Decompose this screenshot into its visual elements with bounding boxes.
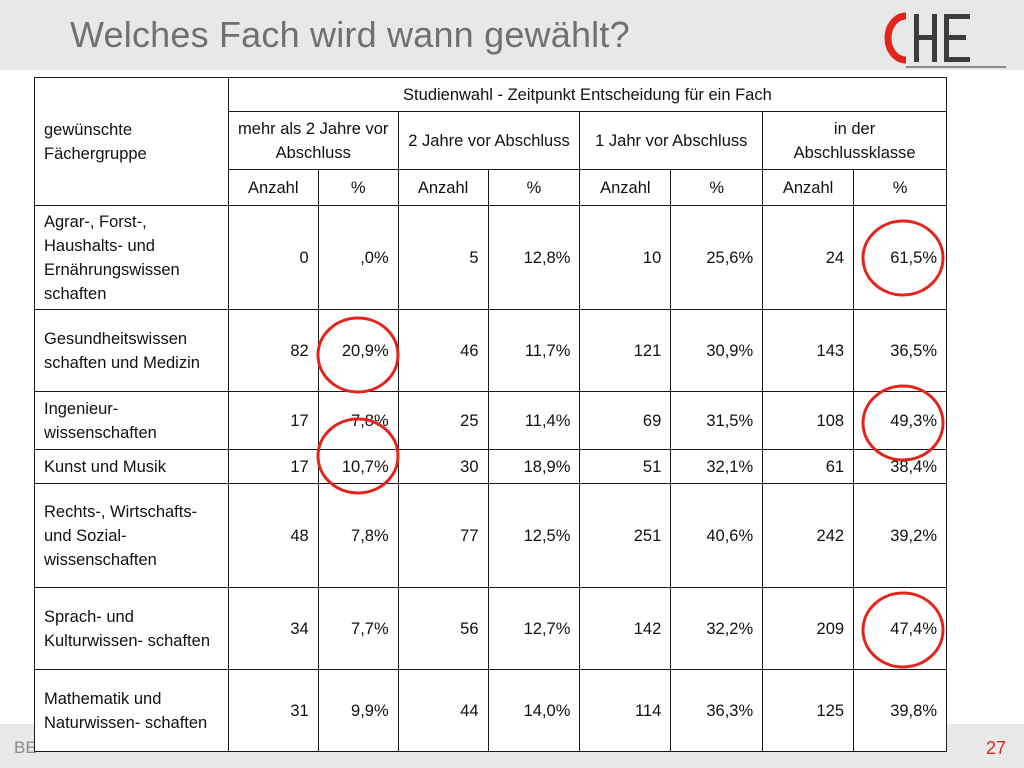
group-header: 2 Jahre vor Abschluss xyxy=(397,111,581,170)
table-cell: 34 xyxy=(227,587,319,670)
data-table: gewünschte Fächergruppe Studienwahl - Ze… xyxy=(34,77,948,752)
sub-header: Anzahl xyxy=(762,169,855,206)
table-cell: 31,5% xyxy=(670,391,764,450)
table-cell: 38,4% xyxy=(853,449,947,484)
row-label: Mathematik und Naturwissen- schaften xyxy=(34,669,229,752)
sub-header: Anzahl xyxy=(579,169,672,206)
sub-header: % xyxy=(853,169,947,206)
table-cell: 61,5% xyxy=(853,205,947,310)
table-cell: 125 xyxy=(762,669,855,752)
group-header-row: mehr als 2 Jahre vor Abschluss 2 Jahre v… xyxy=(35,111,947,170)
che-logo xyxy=(884,12,1006,68)
table-cell: 32,2% xyxy=(670,587,764,670)
row-label: Agrar-, Forst-, Haushalts- und Ernährung… xyxy=(34,205,229,310)
table-cell: 24 xyxy=(762,205,855,310)
row-label: Ingenieur- wissenschaften xyxy=(34,391,229,450)
table-cell: 7,7% xyxy=(317,587,399,670)
sub-header: Anzahl xyxy=(397,169,489,206)
table-cell: 10,7% xyxy=(317,449,399,484)
group-header: mehr als 2 Jahre vor Abschluss xyxy=(227,111,399,170)
table-cell: 77 xyxy=(397,483,489,588)
table-cell: 39,8% xyxy=(853,669,947,752)
page-number: 27 xyxy=(985,738,1006,758)
table-cell: 61 xyxy=(762,449,855,484)
table-cell: 5 xyxy=(397,205,489,310)
row-label: Rechts-, Wirtschafts- und Sozial- wissen… xyxy=(34,483,229,588)
table-row: Rechts-, Wirtschafts- und Sozial- wissen… xyxy=(34,483,947,588)
table-cell: 30 xyxy=(397,449,489,484)
table-cell: 36,3% xyxy=(670,669,764,752)
table-cell: 17 xyxy=(227,449,319,484)
super-header-row: gewünschte Fächergruppe Studienwahl - Ze… xyxy=(34,77,948,206)
super-header: Studienwahl - Zeitpunkt Entscheidung für… xyxy=(227,77,948,112)
sub-header: % xyxy=(670,169,764,206)
table-cell: 36,5% xyxy=(853,309,947,392)
table-cell: 47,4% xyxy=(853,587,947,670)
row-label: Gesundheitswissen schaften und Medizin xyxy=(34,309,229,392)
row-label: Sprach- und Kulturwissen- schaften xyxy=(34,587,229,670)
sub-header: Anzahl xyxy=(227,169,319,206)
table-cell: 40,6% xyxy=(670,483,764,588)
table-row: Kunst und Musik 17 10,7% 30 18,9% 51 32,… xyxy=(34,449,947,484)
table-cell: 69 xyxy=(579,391,672,450)
table-cell: 11,4% xyxy=(487,391,581,450)
table-cell: 30,9% xyxy=(670,309,764,392)
table-cell: 44 xyxy=(397,669,489,752)
sub-header-row: Anzahl % Anzahl % Anzahl % Anzahl % xyxy=(35,169,947,206)
table-cell: 12,8% xyxy=(487,205,581,310)
table-cell: 12,7% xyxy=(487,587,581,670)
table-cell: 143 xyxy=(762,309,855,392)
table-cell: ,0% xyxy=(317,205,399,310)
table-row: Agrar-, Forst-, Haushalts- und Ernährung… xyxy=(34,205,947,310)
table-cell: 251 xyxy=(579,483,672,588)
table-cell: 25,6% xyxy=(670,205,764,310)
table-cell: 32,1% xyxy=(670,449,764,484)
table-cell: 17 xyxy=(227,391,319,450)
table-cell: 46 xyxy=(397,309,489,392)
table-cell: 121 xyxy=(579,309,672,392)
table-cell: 242 xyxy=(762,483,855,588)
table-cell: 11,7% xyxy=(487,309,581,392)
table-row: Sprach- und Kulturwissen- schaften 34 7,… xyxy=(34,587,947,670)
row-label: Kunst und Musik xyxy=(34,449,229,484)
table-row: Mathematik und Naturwissen- schaften 31 … xyxy=(34,669,947,752)
table-cell: 51 xyxy=(579,449,672,484)
table-cell: 48 xyxy=(227,483,319,588)
table-cell: 56 xyxy=(397,587,489,670)
table-cell: 18,9% xyxy=(487,449,581,484)
table-cell: 39,2% xyxy=(853,483,947,588)
table-cell: 114 xyxy=(579,669,672,752)
table-row: Gesundheitswissen schaften und Medizin 8… xyxy=(34,309,947,392)
row-header-label: gewünschte Fächergruppe xyxy=(34,77,229,206)
slide-title: Welches Fach wird wann gewählt? xyxy=(70,14,630,55)
table-cell: 209 xyxy=(762,587,855,670)
table-cell: 0 xyxy=(227,205,319,310)
table-cell: 31 xyxy=(227,669,319,752)
table-cell: 142 xyxy=(579,587,672,670)
header-band xyxy=(0,0,1024,70)
group-header: in der Abschlussklasse xyxy=(762,111,947,170)
table-cell: 108 xyxy=(762,391,855,450)
sub-header: % xyxy=(487,169,581,206)
group-header: 1 Jahr vor Abschluss xyxy=(579,111,764,170)
footer-text: BE xyxy=(14,738,37,757)
table-cell: 10 xyxy=(579,205,672,310)
table-cell: 49,3% xyxy=(853,391,947,450)
table-cell: 12,5% xyxy=(487,483,581,588)
table-cell: 14,0% xyxy=(487,669,581,752)
table-row: Ingenieur- wissenschaften 17 7,8% 25 11,… xyxy=(34,391,947,450)
table-cell: 20,9% xyxy=(317,309,399,392)
table-cell: 82 xyxy=(227,309,319,392)
sub-header: % xyxy=(317,169,399,206)
table-cell: 7,8% xyxy=(317,483,399,588)
table-cell: 25 xyxy=(397,391,489,450)
table-cell: 9,9% xyxy=(317,669,399,752)
table-cell: 7,8% xyxy=(317,391,399,450)
